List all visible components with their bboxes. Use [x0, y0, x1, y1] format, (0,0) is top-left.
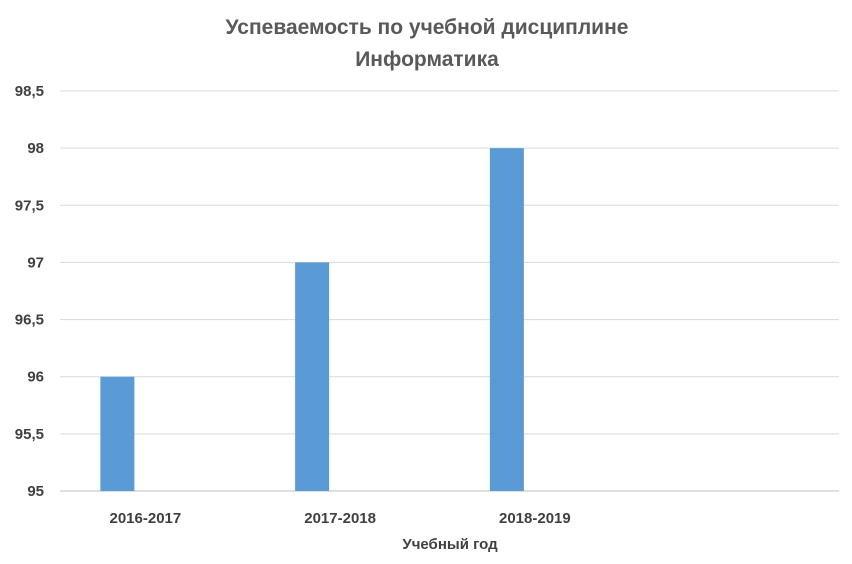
bar-2018-2019 — [489, 148, 524, 491]
x-tick-label: 2018-2019 — [499, 510, 571, 527]
x-axis-tick-labels: 2016-2017 2017-2018 2018-2019 — [110, 510, 571, 527]
y-axis-tick-labels: 95 95,5 96 96,5 97 97,5 98 98,5 — [15, 83, 44, 500]
y-tick-label: 98,5 — [15, 83, 44, 100]
bars — [100, 148, 524, 491]
chart-title-line-1: Успеваемость по учебной дисциплине — [226, 16, 629, 39]
y-tick-label: 96,5 — [15, 312, 44, 329]
chart-title-line-2: Информатика — [355, 48, 499, 71]
x-tick-label: 2017-2018 — [304, 510, 376, 527]
y-tick-label: 95 — [27, 483, 44, 500]
y-tick-label: 97 — [27, 254, 44, 271]
bar-2017-2018 — [295, 262, 330, 491]
x-tick-label: 2016-2017 — [110, 510, 182, 527]
y-tick-label: 96 — [27, 369, 44, 386]
y-tick-label: 95,5 — [15, 426, 44, 443]
y-tick-label: 98 — [27, 140, 44, 157]
x-axis-title: Учебный год — [402, 536, 498, 553]
bar-2016-2017 — [100, 376, 135, 491]
y-tick-label: 97,5 — [15, 197, 44, 214]
gridlines — [60, 90, 839, 492]
